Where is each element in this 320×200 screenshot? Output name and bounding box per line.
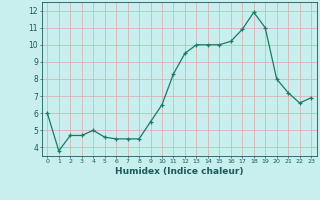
X-axis label: Humidex (Indice chaleur): Humidex (Indice chaleur) xyxy=(115,167,244,176)
